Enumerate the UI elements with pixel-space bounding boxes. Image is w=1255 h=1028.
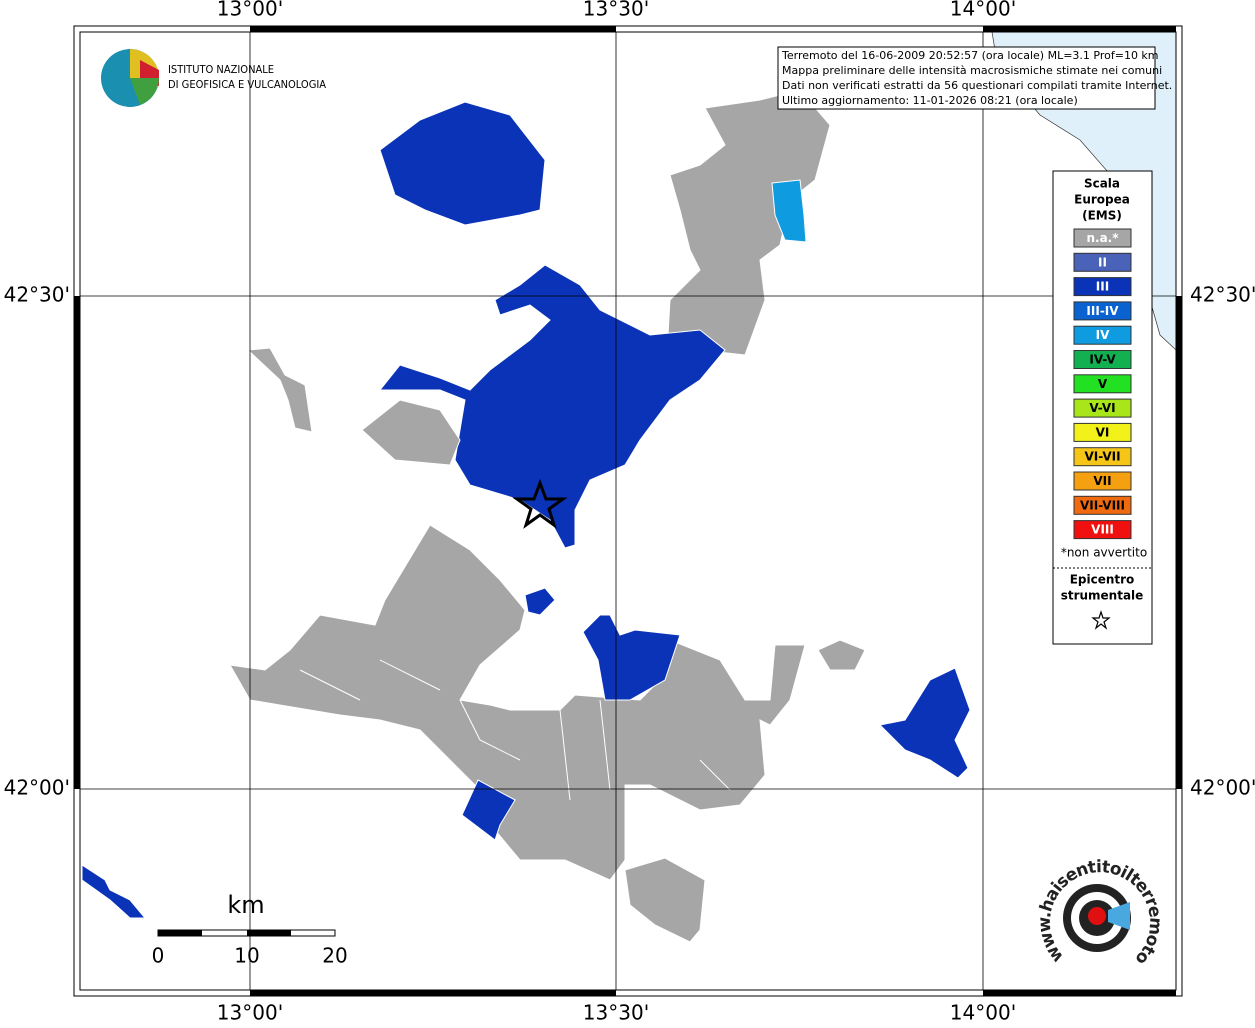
lon-label: 13°30' — [583, 0, 649, 21]
lat-label: 42°00' — [4, 776, 70, 800]
legend-swatch — [1073, 350, 1132, 369]
frame-segment — [1176, 296, 1182, 789]
region — [461, 779, 516, 841]
legend-swatch — [1073, 471, 1132, 491]
legend-label: n.a.* — [1086, 231, 1119, 245]
info-line: Ultimo aggiornamento: 11-01-2026 08:21 (… — [782, 94, 1078, 107]
frame-segment — [74, 296, 80, 789]
legend-label: VII — [1093, 474, 1111, 488]
boundary — [299, 659, 731, 801]
frame-segment — [250, 990, 616, 996]
legend-epicenter: strumentale — [1061, 589, 1144, 603]
legend-swatch — [1073, 495, 1132, 515]
legend-swatch — [1073, 374, 1132, 394]
legend-label: VII-VIII — [1080, 498, 1125, 512]
lon-label: 14°00' — [950, 0, 1016, 21]
legend-label: VI-VII — [1084, 450, 1120, 464]
badge-beam — [1108, 902, 1130, 930]
lat-label: 42°00' — [1190, 776, 1255, 800]
legend-swatch — [1073, 422, 1132, 442]
region — [524, 587, 556, 616]
frame — [73, 25, 1183, 997]
lat-label: 42°30' — [1190, 283, 1255, 307]
legend-title: (EMS) — [1082, 209, 1122, 223]
legend-label: VI — [1096, 425, 1110, 439]
info-line: Mappa preliminare delle intensità macros… — [782, 64, 1162, 77]
legend-label: V-VI — [1089, 401, 1115, 415]
region — [878, 667, 971, 779]
region — [771, 179, 807, 243]
legend-title: Europea — [1074, 193, 1130, 207]
legend-label: II — [1098, 255, 1107, 269]
region — [378, 264, 726, 549]
scale-label: 10 — [234, 944, 259, 968]
scale-segment — [158, 930, 202, 936]
ingv-logo: ISTITUTO NAZIONALE DI GEOFISICA E VULCAN… — [101, 49, 326, 107]
legend-epicenter: Epicentro — [1070, 573, 1135, 587]
legend-label: III-IV — [1086, 304, 1119, 318]
lat-label: 42°30' — [4, 283, 70, 307]
scale-unit: km — [227, 891, 264, 919]
graticule — [80, 32, 1176, 990]
legend-label: V — [1098, 377, 1108, 391]
legend-star — [1091, 610, 1111, 630]
info-line: Terremoto del 16-06-2009 20:52:57 (ora l… — [781, 49, 1159, 62]
region — [361, 399, 461, 466]
info-lines: Terremoto del 16-06-2009 20:52:57 (ora l… — [781, 49, 1172, 107]
legend-swatch — [1073, 277, 1132, 297]
legend-title: Scala — [1084, 177, 1120, 191]
legend-label: VIII — [1091, 523, 1114, 537]
scale-label: 20 — [322, 944, 347, 968]
region — [81, 864, 147, 919]
legend-swatch — [1073, 301, 1132, 321]
logo-segment — [130, 78, 159, 105]
region — [246, 347, 313, 433]
frame-segment — [250, 26, 616, 32]
lon-label: 13°00' — [217, 0, 283, 21]
legend-swatch — [1073, 228, 1132, 248]
lon-label: 13°00' — [217, 1001, 283, 1025]
legend-swatch — [1073, 252, 1132, 272]
legend-swatch — [1073, 398, 1132, 418]
legend-swatch — [1073, 520, 1132, 540]
frame-segment — [983, 990, 1176, 996]
frame-segment — [983, 26, 1176, 32]
scale-bar: km 0 10 20 — [152, 891, 348, 968]
legend-swatch — [1073, 447, 1132, 467]
region — [379, 101, 546, 226]
info-line: Dati non verificati estratti da 56 quest… — [782, 79, 1172, 92]
info-box — [777, 46, 1156, 110]
region — [817, 639, 866, 671]
badge-dot — [1088, 907, 1106, 925]
lon-label: 13°30' — [583, 1001, 649, 1025]
legend-swatch — [1073, 325, 1132, 345]
region — [582, 614, 681, 701]
municipalities — [81, 89, 971, 943]
legend-label: IV — [1096, 328, 1110, 342]
legend: ScalaEuropea(EMS)n.a.*IIIIIIII-IVIVIV-VV… — [1061, 177, 1147, 603]
logo-text: DI GEOFISICA E VULCANOLOGIA — [168, 78, 326, 91]
scale-label: 0 — [152, 944, 165, 968]
legend-note: *non avvertito — [1061, 546, 1147, 560]
legend-label: III — [1096, 280, 1109, 294]
logo-text: ISTITUTO NAZIONALE — [168, 63, 274, 76]
scale-segment — [247, 930, 291, 936]
legend-label: IV-V — [1089, 353, 1116, 367]
region — [624, 857, 706, 943]
epicenter-star — [512, 478, 568, 529]
lon-label: 14°00' — [950, 1001, 1016, 1025]
